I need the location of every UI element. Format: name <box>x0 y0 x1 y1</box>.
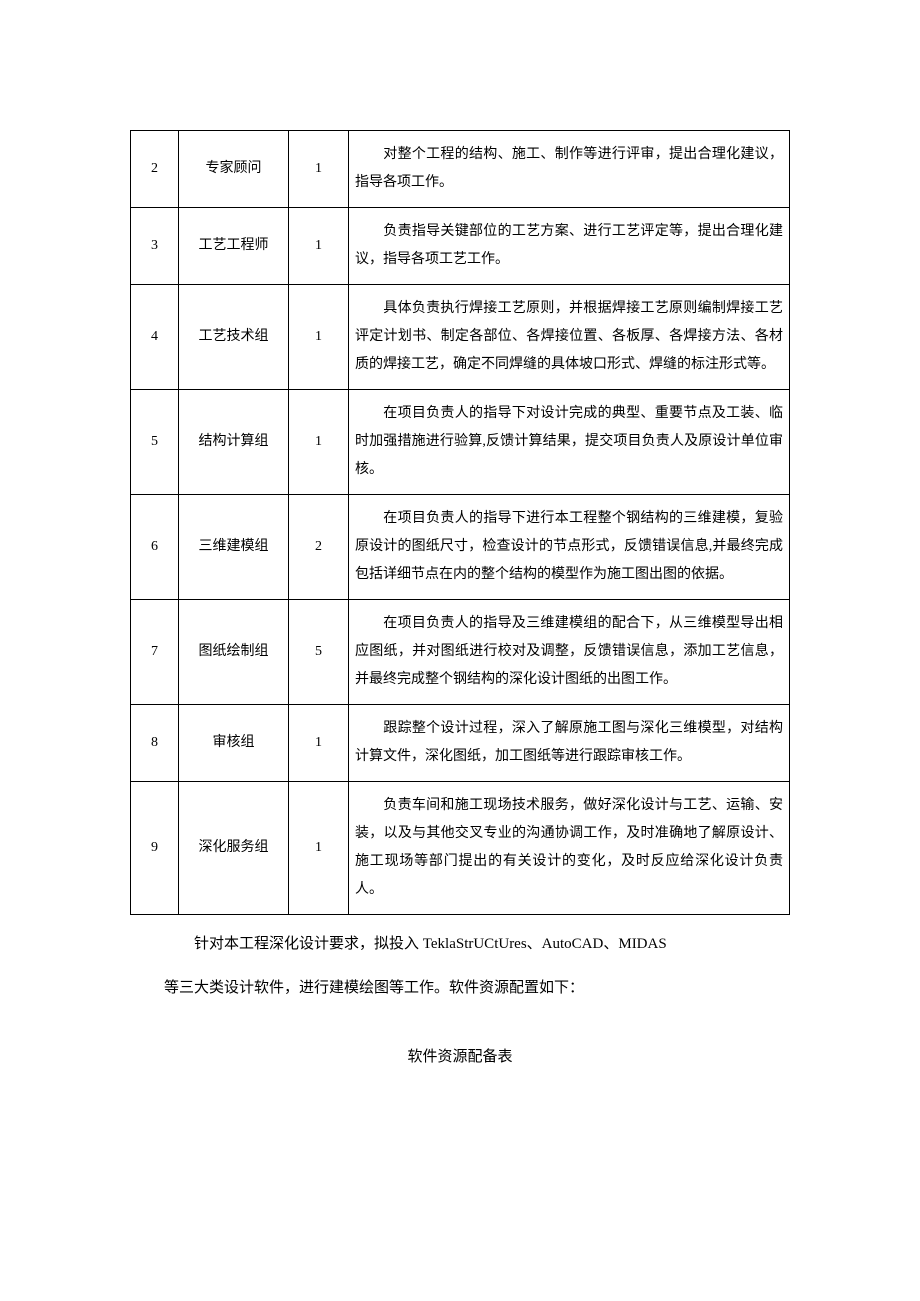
row-number: 2 <box>131 131 179 208</box>
row-role: 结构计算组 <box>179 390 289 495</box>
table-row: 6 三维建模组 2 在项目负责人的指导下进行本工程整个钢结构的三维建模，复验原设… <box>131 495 790 600</box>
row-desc-text: 在项目负责人的指导及三维建模组的配合下，从三维模型导出相应图纸，并对图纸进行校对… <box>355 616 783 687</box>
roles-table-body: 2 专家顾问 1 对整个工程的结构、施工、制作等进行评审，提出合理化建议，指导各… <box>131 131 790 915</box>
row-role: 深化服务组 <box>179 782 289 915</box>
row-description: 具体负责执行焊接工艺原则，并根据焊接工艺原则编制焊接工艺评定计划书、制定各部位、… <box>349 285 790 390</box>
row-number: 5 <box>131 390 179 495</box>
body-paragraph-line1: 针对本工程深化设计要求，拟投入 TeklaStrUCtUres、AutoCAD、… <box>130 929 790 959</box>
table-row: 2 专家顾问 1 对整个工程的结构、施工、制作等进行评审，提出合理化建议，指导各… <box>131 131 790 208</box>
row-role: 工艺工程师 <box>179 208 289 285</box>
row-description: 对整个工程的结构、施工、制作等进行评审，提出合理化建议，指导各项工作。 <box>349 131 790 208</box>
row-role: 三维建模组 <box>179 495 289 600</box>
row-count: 1 <box>289 705 349 782</box>
table-row: 9 深化服务组 1 负责车间和施工现场技术服务，做好深化设计与工艺、运输、安装，… <box>131 782 790 915</box>
roles-table: 2 专家顾问 1 对整个工程的结构、施工、制作等进行评审，提出合理化建议，指导各… <box>130 130 790 915</box>
row-role: 专家顾问 <box>179 131 289 208</box>
row-desc-text: 跟踪整个设计过程，深入了解原施工图与深化三维模型，对结构计算文件，深化图纸，加工… <box>355 721 783 764</box>
row-description: 负责车间和施工现场技术服务，做好深化设计与工艺、运输、安装，以及与其他交叉专业的… <box>349 782 790 915</box>
row-count: 1 <box>289 131 349 208</box>
row-count: 1 <box>289 782 349 915</box>
row-number: 9 <box>131 782 179 915</box>
row-role: 审核组 <box>179 705 289 782</box>
body-paragraph-line2: 等三大类设计软件，进行建模绘图等工作。软件资源配置如下： <box>130 973 790 1003</box>
row-count: 1 <box>289 390 349 495</box>
row-number: 3 <box>131 208 179 285</box>
row-role: 图纸绘制组 <box>179 600 289 705</box>
row-description: 在项目负责人的指导下进行本工程整个钢结构的三维建模，复验原设计的图纸尺寸，检查设… <box>349 495 790 600</box>
table-row: 7 图纸绘制组 5 在项目负责人的指导及三维建模组的配合下，从三维模型导出相应图… <box>131 600 790 705</box>
row-desc-text: 对整个工程的结构、施工、制作等进行评审，提出合理化建议，指导各项工作。 <box>355 147 783 190</box>
row-description: 在项目负责人的指导下对设计完成的典型、重要节点及工装、临时加强措施进行验算,反馈… <box>349 390 790 495</box>
table-row: 8 审核组 1 跟踪整个设计过程，深入了解原施工图与深化三维模型，对结构计算文件… <box>131 705 790 782</box>
row-desc-text: 负责指导关键部位的工艺方案、进行工艺评定等，提出合理化建议，指导各项工艺工作。 <box>355 224 783 267</box>
row-description: 跟踪整个设计过程，深入了解原施工图与深化三维模型，对结构计算文件，深化图纸，加工… <box>349 705 790 782</box>
row-description: 负责指导关键部位的工艺方案、进行工艺评定等，提出合理化建议，指导各项工艺工作。 <box>349 208 790 285</box>
row-number: 6 <box>131 495 179 600</box>
row-count: 5 <box>289 600 349 705</box>
row-number: 7 <box>131 600 179 705</box>
row-desc-text: 在项目负责人的指导下进行本工程整个钢结构的三维建模，复验原设计的图纸尺寸，检查设… <box>355 511 783 582</box>
table-row: 3 工艺工程师 1 负责指导关键部位的工艺方案、进行工艺评定等，提出合理化建议，… <box>131 208 790 285</box>
row-desc-text: 具体负责执行焊接工艺原则，并根据焊接工艺原则编制焊接工艺评定计划书、制定各部位、… <box>355 301 783 372</box>
section-heading: 软件资源配备表 <box>130 1045 790 1066</box>
row-description: 在项目负责人的指导及三维建模组的配合下，从三维模型导出相应图纸，并对图纸进行校对… <box>349 600 790 705</box>
row-count: 1 <box>289 208 349 285</box>
row-desc-text: 在项目负责人的指导下对设计完成的典型、重要节点及工装、临时加强措施进行验算,反馈… <box>355 406 783 477</box>
row-number: 4 <box>131 285 179 390</box>
row-count: 2 <box>289 495 349 600</box>
table-row: 5 结构计算组 1 在项目负责人的指导下对设计完成的典型、重要节点及工装、临时加… <box>131 390 790 495</box>
row-count: 1 <box>289 285 349 390</box>
row-role: 工艺技术组 <box>179 285 289 390</box>
row-number: 8 <box>131 705 179 782</box>
row-desc-text: 负责车间和施工现场技术服务，做好深化设计与工艺、运输、安装，以及与其他交叉专业的… <box>355 798 783 897</box>
table-row: 4 工艺技术组 1 具体负责执行焊接工艺原则，并根据焊接工艺原则编制焊接工艺评定… <box>131 285 790 390</box>
